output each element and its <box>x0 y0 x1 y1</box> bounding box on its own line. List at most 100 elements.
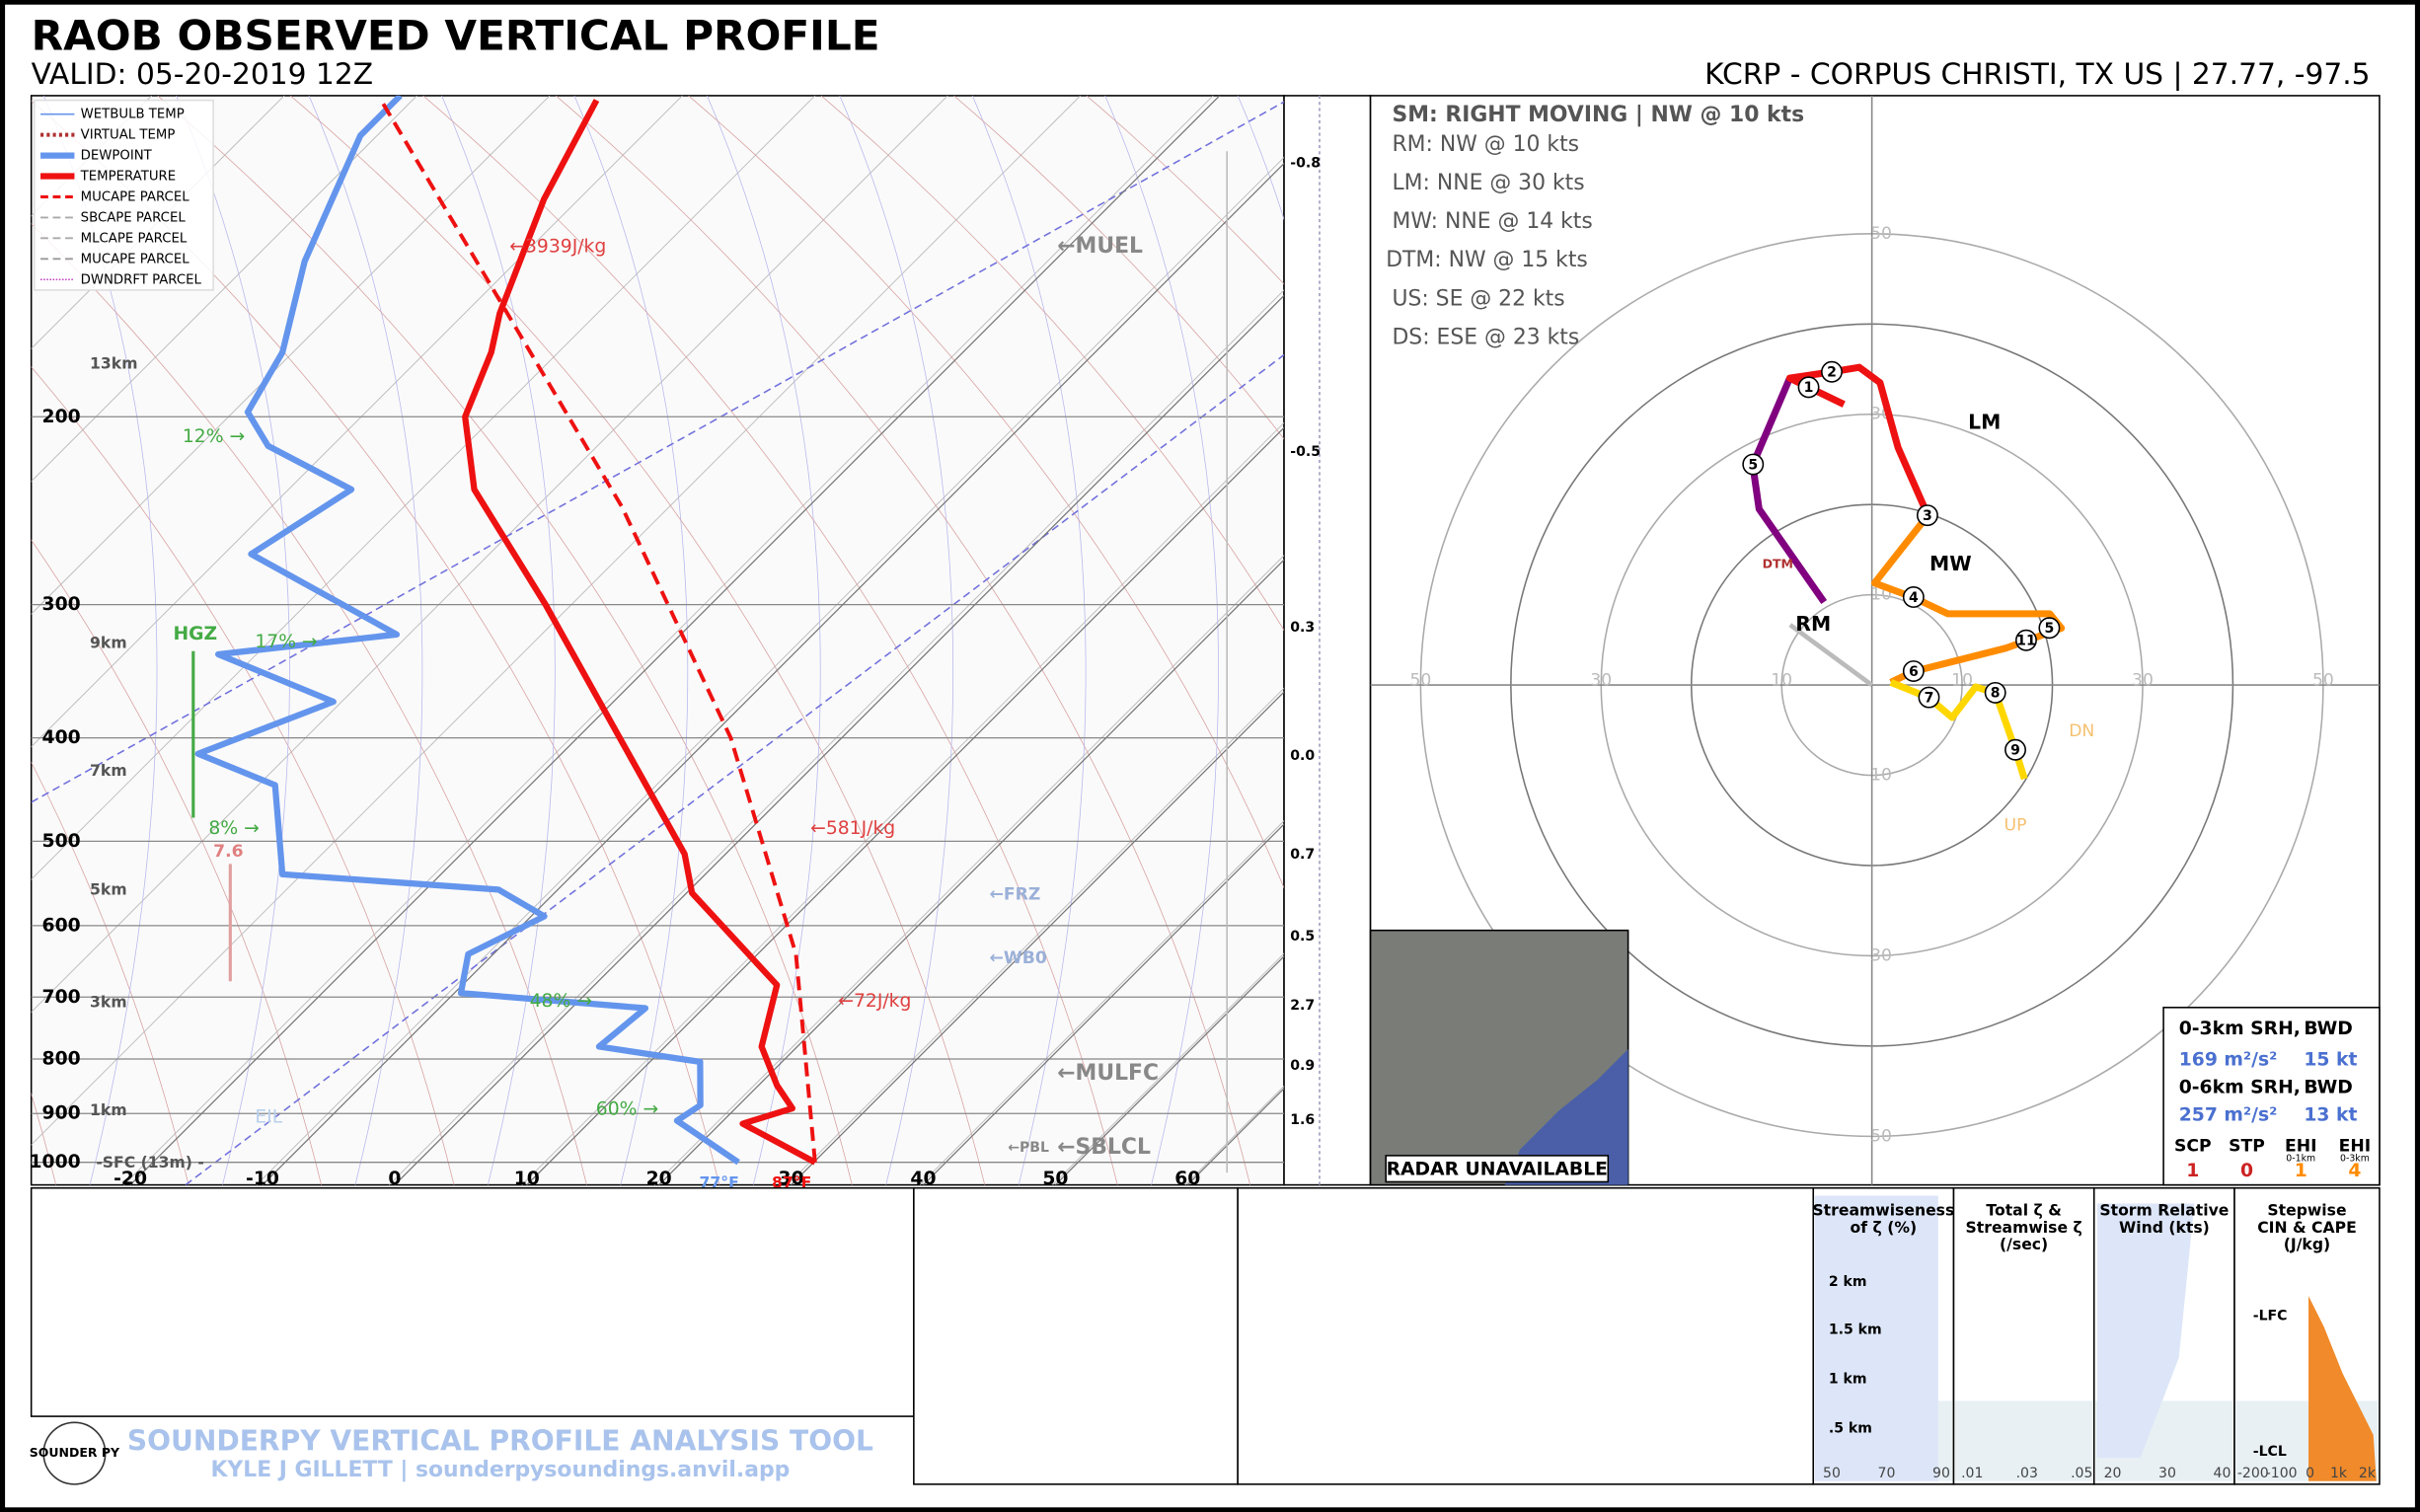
index-value: 4 <box>2348 1161 2361 1181</box>
panel-level: -LFC <box>2253 1308 2288 1323</box>
background-diagonal <box>256 156 1285 1185</box>
x-tick-label: -20 <box>113 1169 147 1189</box>
km-label: 4 <box>1909 590 1919 606</box>
annotation: 60% → <box>596 1098 658 1119</box>
column-label: 1.6 <box>1290 1112 1315 1128</box>
y-tick-label: 1000 <box>30 1152 81 1172</box>
background-diagonal <box>31 95 417 483</box>
storm-motion: US: SE @ 22 kts <box>1392 286 1564 311</box>
panel-title: Streamwise ζ <box>1966 1218 2082 1237</box>
index-name: EHI <box>2339 1137 2372 1157</box>
y-tick-label: 500 <box>42 831 81 852</box>
y-tick-label: 200 <box>42 407 81 427</box>
background-diagonal <box>31 95 551 615</box>
legend-box <box>34 99 214 291</box>
x-tick-label: 20 <box>646 1169 672 1189</box>
panel-tick: 20 <box>2104 1466 2122 1481</box>
background-adiabat <box>688 95 1285 889</box>
background-diagonal <box>919 819 1285 1185</box>
background-diagonal <box>653 555 1285 1185</box>
background-moist <box>1104 95 1219 1185</box>
column-label: 2.7 <box>1290 998 1315 1014</box>
background-diagonal <box>1052 952 1285 1185</box>
km-marker <box>2015 629 2037 651</box>
srh-text: 13 kt <box>2304 1105 2357 1126</box>
km-label: 11 <box>2016 634 2036 649</box>
panel-shade <box>1955 1400 2093 1481</box>
ring-label: 50 <box>1409 670 1431 690</box>
legend-label: TEMPERATURE <box>80 170 176 185</box>
background-adiabat <box>555 95 1251 1185</box>
x-tick-label: 60 <box>1174 1169 1200 1189</box>
ring-label: 50 <box>1870 1126 1892 1146</box>
panel-tick: 2k <box>2359 1466 2377 1481</box>
annotation: ←MULFC <box>1057 1061 1159 1086</box>
ring-label: 30 <box>1590 670 1612 690</box>
annotation: HGZ <box>173 624 217 644</box>
panel-level: -LCL <box>2253 1444 2287 1460</box>
profile-line <box>194 95 740 1166</box>
panel-tick: 70 <box>1878 1466 1896 1481</box>
height-label: 5km <box>90 880 127 899</box>
background-adiabat <box>31 366 455 1185</box>
isotherm <box>923 823 1285 1185</box>
background-diagonal <box>31 95 948 1014</box>
hodo-marker: DN <box>2069 721 2094 741</box>
cape-box <box>30 1186 915 1417</box>
background-moist <box>573 95 689 1185</box>
hodo-marker: DTM <box>1763 557 1793 571</box>
panel-title: (/sec) <box>2000 1235 2048 1253</box>
valid-time: VALID: 05-20-2019 12Z <box>32 57 373 92</box>
background-adiabat <box>31 539 322 1185</box>
hodo-marker: MW <box>1929 552 1972 575</box>
y-tick-label: 400 <box>42 727 81 748</box>
column-label: 0.7 <box>1290 847 1315 863</box>
y-tick-label: 600 <box>42 915 81 936</box>
height-label: 7km <box>90 761 127 780</box>
hodo-trace <box>1870 512 2066 686</box>
km-marker <box>1984 681 2006 704</box>
ring-label: 30 <box>2132 670 2154 690</box>
background-diagonal <box>31 95 683 748</box>
ring-label: 10 <box>1870 766 1892 786</box>
km-label: 7 <box>1925 690 1934 706</box>
storm-motion: DTM: NW @ 15 kts <box>1386 248 1588 272</box>
background-diagonal <box>787 687 1285 1185</box>
annotation: 77°F <box>700 1173 739 1192</box>
srh-text: 0-3km SRH, <box>2179 1019 2301 1039</box>
tool-name: SOUNDERPY VERTICAL PROFILE ANALYSIS TOOL <box>127 1425 873 1458</box>
isotherm <box>526 426 1285 1185</box>
title: RAOB OBSERVED VERTICAL PROFILE <box>32 12 880 60</box>
km-label: 6 <box>1909 664 1919 680</box>
credit: KYLE J GILLETT | sounderpysoundings.anvi… <box>210 1458 790 1482</box>
x-tick-label: 30 <box>779 1169 804 1189</box>
background-adiabat <box>31 761 189 1185</box>
annotation: ←PBL <box>1008 1140 1049 1156</box>
hodo-trace <box>1749 376 1828 604</box>
ring-label: 50 <box>2312 670 2334 690</box>
km-label: 8 <box>1991 686 2001 702</box>
km-marker <box>1918 686 1940 709</box>
column-label: 0.9 <box>1290 1058 1315 1074</box>
ring-label: 30 <box>1870 945 1892 965</box>
legend-label: DEWPOINT <box>81 149 153 164</box>
moisture-box <box>913 1186 1239 1485</box>
isotherm <box>1054 955 1285 1185</box>
km-marker <box>2038 617 2061 640</box>
srh-text: BWD <box>2304 1019 2353 1039</box>
index-sub: 0-1km <box>2286 1154 2315 1165</box>
background-moist <box>971 95 1087 1185</box>
y-tick-label: 700 <box>42 987 81 1008</box>
background-diagonal <box>31 95 816 880</box>
height-label: 13km <box>90 353 137 372</box>
panel-level: 1.5 km <box>1829 1323 1882 1338</box>
panel-title: Streamwiseness <box>1812 1201 1954 1220</box>
annotation: ←72J/kg <box>838 991 911 1012</box>
background-adiabat <box>290 95 986 1185</box>
legend-label: MUCAPE PARCEL <box>81 252 190 266</box>
panel-tick: 40 <box>2214 1466 2231 1481</box>
km-marker <box>1916 504 1938 527</box>
hodo-marker: LM <box>1968 410 2001 433</box>
